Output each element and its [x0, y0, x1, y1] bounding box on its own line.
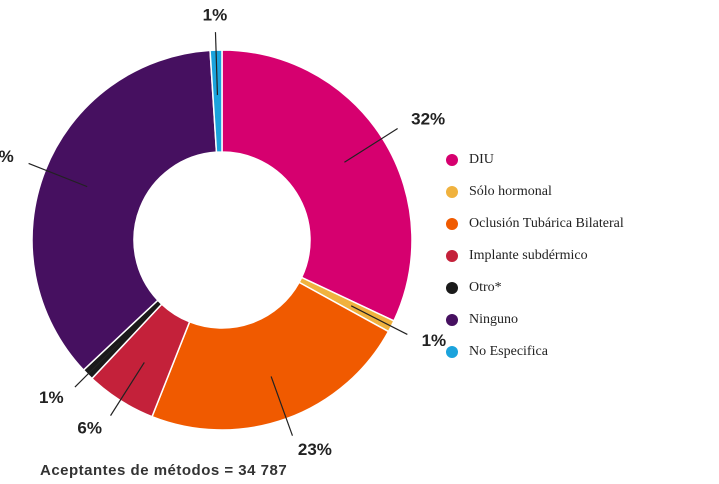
legend-label: Ninguno: [469, 312, 518, 327]
legend-marker: [446, 250, 458, 262]
legend-marker: [446, 346, 458, 358]
legend-label: Oclusión Tubárica Bilateral: [469, 216, 624, 231]
legend-label: No Especifica: [469, 344, 549, 359]
donut-segment: [151, 281, 390, 431]
leader-line: [28, 162, 88, 188]
donut-segment: [221, 49, 413, 322]
value-label: 36%: [0, 147, 14, 166]
legend-marker: [446, 218, 458, 230]
chart-note: Aceptantes de métodos = 34 787: [40, 462, 287, 479]
legend-label: Implante subdérmico: [469, 248, 588, 263]
value-label: 1%: [203, 6, 228, 25]
legend-label: Otro*: [469, 280, 502, 295]
value-label: 1%: [422, 331, 447, 350]
value-label: 6%: [77, 419, 102, 438]
leader-line: [74, 342, 120, 388]
donut-segment: [31, 49, 218, 372]
leader-line: [344, 128, 398, 163]
legend-label: Sólo hormonal: [469, 184, 552, 199]
legend-marker: [446, 282, 458, 294]
value-label: 23%: [298, 440, 332, 459]
legend-marker: [446, 154, 458, 166]
leader-line: [214, 32, 219, 96]
legend-label: DIU: [469, 152, 494, 167]
leader-line: [270, 376, 294, 436]
leader-line: [110, 362, 145, 416]
leader-line: [350, 305, 408, 335]
value-label: 1%: [39, 388, 64, 407]
legend-marker: [446, 314, 458, 326]
legend-marker: [446, 186, 458, 198]
donut-segment: [209, 49, 223, 153]
value-label: 32%: [411, 109, 445, 128]
